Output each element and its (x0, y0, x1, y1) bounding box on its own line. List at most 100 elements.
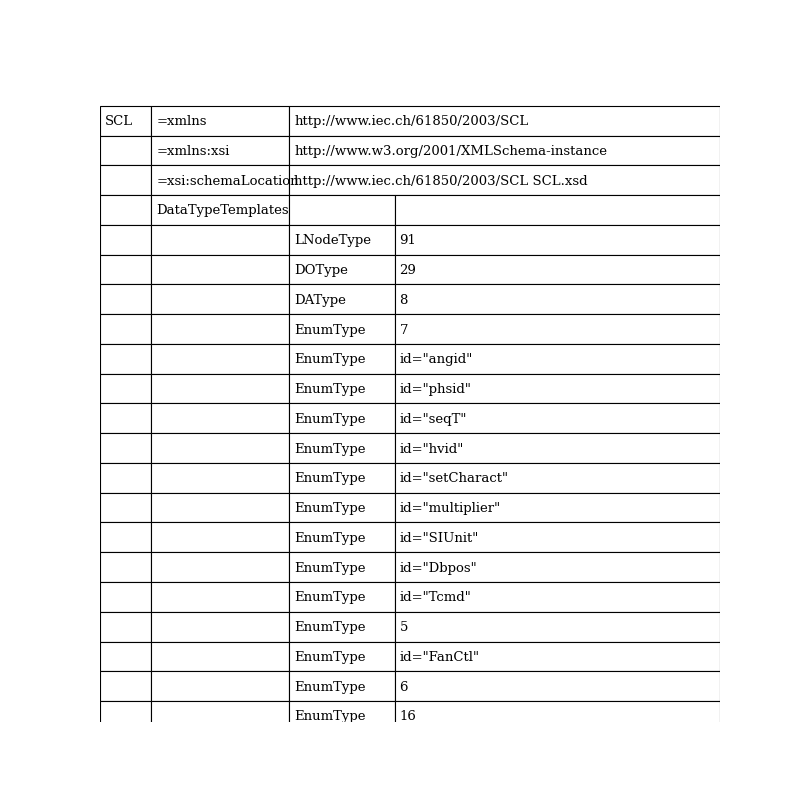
Text: EnumType: EnumType (294, 561, 366, 574)
Bar (100, 196, 151, 225)
Bar (100, 374, 151, 404)
Text: EnumType: EnumType (294, 590, 366, 603)
Bar (289, 315, 394, 345)
Text: 6: 6 (399, 680, 408, 693)
Bar (289, 136, 720, 166)
Bar (394, 345, 720, 374)
Bar (394, 523, 720, 552)
Text: LNodeType: LNodeType (294, 234, 371, 247)
Bar (289, 404, 394, 434)
Bar (100, 404, 151, 434)
Bar (151, 672, 289, 702)
Bar (394, 552, 720, 582)
Bar (289, 225, 394, 255)
Text: id="SIUnit": id="SIUnit" (399, 531, 478, 544)
Bar (100, 166, 151, 196)
Text: 5: 5 (399, 620, 408, 633)
Bar (289, 672, 394, 702)
Bar (394, 225, 720, 255)
Bar (100, 493, 151, 523)
Bar (100, 255, 151, 285)
Bar (100, 642, 151, 672)
Bar (151, 196, 289, 225)
Bar (151, 225, 289, 255)
Bar (394, 434, 720, 463)
Bar (100, 136, 151, 166)
Bar (289, 463, 394, 493)
Bar (394, 672, 720, 702)
Text: 7: 7 (399, 323, 408, 336)
Bar (289, 107, 720, 136)
Text: EnumType: EnumType (294, 383, 366, 396)
Bar (151, 434, 289, 463)
Bar (394, 612, 720, 642)
Text: SCL: SCL (105, 115, 133, 128)
Text: EnumType: EnumType (294, 412, 366, 425)
Bar (289, 434, 394, 463)
Bar (394, 404, 720, 434)
Text: EnumType: EnumType (294, 353, 366, 366)
Text: EnumType: EnumType (294, 620, 366, 633)
Text: id="FanCtl": id="FanCtl" (399, 650, 479, 663)
Bar (394, 255, 720, 285)
Bar (394, 642, 720, 672)
Bar (289, 345, 394, 374)
Bar (100, 523, 151, 552)
Bar (394, 196, 720, 225)
Bar (289, 166, 720, 196)
Bar (394, 463, 720, 493)
Bar (100, 672, 151, 702)
Bar (289, 255, 394, 285)
Bar (100, 315, 151, 345)
Bar (289, 702, 394, 731)
Text: =xmlns:xsi: =xmlns:xsi (157, 145, 230, 158)
Text: EnumType: EnumType (294, 501, 366, 514)
Text: EnumType: EnumType (294, 323, 366, 336)
Bar (100, 552, 151, 582)
Bar (289, 582, 394, 612)
Bar (394, 315, 720, 345)
Bar (100, 612, 151, 642)
Text: 16: 16 (399, 710, 416, 723)
Text: DataTypeTemplates: DataTypeTemplates (157, 204, 289, 217)
Bar (100, 107, 151, 136)
Text: http://www.iec.ch/61850/2003/SCL SCL.xsd: http://www.iec.ch/61850/2003/SCL SCL.xsd (294, 174, 588, 187)
Text: EnumType: EnumType (294, 710, 366, 723)
Text: http://www.iec.ch/61850/2003/SCL: http://www.iec.ch/61850/2003/SCL (294, 115, 528, 128)
Bar (394, 285, 720, 315)
Bar (151, 702, 289, 731)
Text: DAType: DAType (294, 294, 346, 307)
Bar (100, 345, 151, 374)
Bar (151, 374, 289, 404)
Text: id="setCharact": id="setCharact" (399, 472, 509, 485)
Bar (151, 345, 289, 374)
Text: =xmlns: =xmlns (157, 115, 207, 128)
Bar (289, 374, 394, 404)
Text: id="seqT": id="seqT" (399, 412, 467, 425)
Bar (151, 463, 289, 493)
Bar (394, 493, 720, 523)
Bar (394, 582, 720, 612)
Bar (289, 642, 394, 672)
Bar (394, 702, 720, 731)
Text: EnumType: EnumType (294, 680, 366, 693)
Bar (100, 434, 151, 463)
Text: EnumType: EnumType (294, 531, 366, 544)
Text: 8: 8 (399, 294, 408, 307)
Text: 91: 91 (399, 234, 416, 247)
Bar (289, 612, 394, 642)
Bar (100, 285, 151, 315)
Bar (289, 196, 394, 225)
Text: id="phsid": id="phsid" (399, 383, 471, 396)
Bar (100, 225, 151, 255)
Text: id="angid": id="angid" (399, 353, 473, 366)
Bar (289, 523, 394, 552)
Bar (151, 642, 289, 672)
Bar (151, 404, 289, 434)
Text: id="Tcmd": id="Tcmd" (399, 590, 471, 603)
Bar (151, 107, 289, 136)
Text: http://www.w3.org/2001/XMLSchema-instance: http://www.w3.org/2001/XMLSchema-instanc… (294, 145, 607, 158)
Bar (151, 136, 289, 166)
Bar (394, 374, 720, 404)
Bar (100, 702, 151, 731)
